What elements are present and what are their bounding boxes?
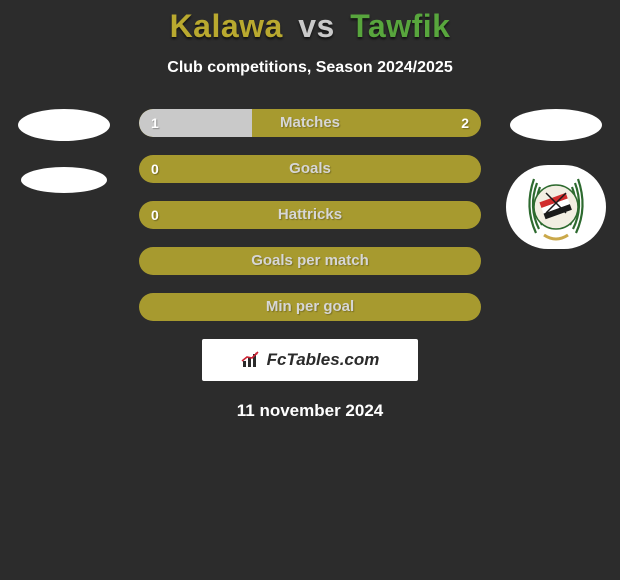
- right-club-badge: [506, 165, 606, 249]
- player2-name: Tawfik: [350, 8, 450, 44]
- stat-bar-label: Goals per match: [139, 247, 481, 275]
- stat-bar-label: Min per goal: [139, 293, 481, 321]
- left-photo-placeholder-1: [18, 109, 110, 141]
- stat-bar-value-left: 1: [151, 109, 159, 137]
- subtitle: Club competitions, Season 2024/2025: [0, 59, 620, 77]
- left-club-placeholder: [21, 167, 107, 193]
- stat-bar: Min per goal: [139, 293, 481, 321]
- left-player-badges: [14, 109, 114, 193]
- stat-bar-label: Hattricks: [139, 201, 481, 229]
- stats-area: Matches12Goals0Hattricks0Goals per match…: [0, 109, 620, 321]
- vs-text: vs: [298, 8, 335, 44]
- page-title: Kalawa vs Tawfik: [0, 0, 620, 45]
- club-crest-icon: [514, 165, 598, 249]
- stat-bars: Matches12Goals0Hattricks0Goals per match…: [139, 109, 481, 321]
- date-text: 11 november 2024: [0, 401, 620, 421]
- stat-bar-value-left: 0: [151, 201, 159, 229]
- stat-bar: Goals per match: [139, 247, 481, 275]
- bar-chart-icon: [241, 351, 263, 369]
- stat-bar-value-left: 0: [151, 155, 159, 183]
- source-logo-label: FcTables.com: [267, 350, 380, 370]
- player1-name: Kalawa: [170, 8, 283, 44]
- stat-bar: Matches1 2: [139, 109, 481, 137]
- right-player-badges: [506, 109, 606, 249]
- stat-bar-label: Matches: [139, 109, 481, 137]
- right-photo-placeholder: [510, 109, 602, 141]
- infographic-root: Kalawa vs Tawfik Club competitions, Seas…: [0, 0, 620, 580]
- source-logo: FcTables.com: [202, 339, 418, 381]
- stat-bar-value-right: 2: [461, 109, 469, 137]
- stat-bar: Hattricks0: [139, 201, 481, 229]
- source-logo-text: FcTables.com: [241, 350, 380, 370]
- stat-bar: Goals0: [139, 155, 481, 183]
- stat-bar-label: Goals: [139, 155, 481, 183]
